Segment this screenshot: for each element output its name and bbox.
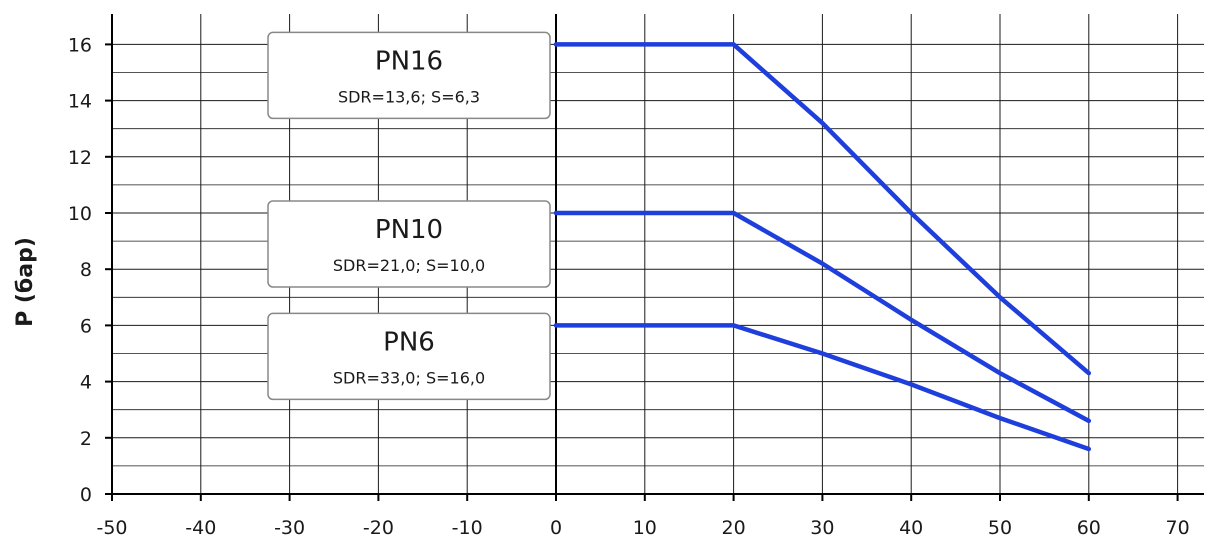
x-tick-label: -50 [96, 517, 127, 539]
y-tick-label: 4 [80, 372, 92, 394]
x-tick-label: -30 [274, 517, 305, 539]
y-tick-label: 2 [80, 428, 92, 450]
y-axis-label: P (бар) [13, 237, 38, 327]
series-box-subtitle: SDR=21,0; S=10,0 [333, 256, 485, 275]
series-box-pn16: PN16 SDR=13,6; S=6,3 [267, 31, 551, 120]
series-box-subtitle: SDR=33,0; S=16,0 [333, 368, 485, 387]
y-tick-label: 8 [80, 259, 92, 281]
x-tick-label: 0 [550, 517, 562, 539]
series-group [553, 42, 1092, 452]
x-tick-label: -40 [185, 517, 216, 539]
y-tick-label: 0 [80, 484, 92, 506]
y-tick-label: 16 [68, 34, 92, 56]
x-tick-label: -10 [452, 517, 483, 539]
x-tick-label: -20 [363, 517, 394, 539]
x-tick-label: 20 [722, 517, 746, 539]
x-tick-label: 60 [1077, 517, 1101, 539]
y-tick-label: 12 [68, 147, 92, 169]
axes [105, 14, 1204, 501]
series-line-pn6 [553, 323, 1092, 452]
x-tick-label: 30 [810, 517, 834, 539]
series-box-pn10: PN10 SDR=21,0; S=10,0 [267, 200, 551, 288]
x-tick-label: 70 [1166, 517, 1190, 539]
x-tick-label: 10 [633, 517, 657, 539]
x-tick-label: 50 [988, 517, 1012, 539]
y-tick-label: 14 [68, 91, 92, 113]
tick-labels: -50 -40 -30 -20 -10 0 10 20 30 40 50 60 70 0 2 4 6 8 10 12 1… [68, 34, 1190, 539]
series-box-title: PN10 [375, 215, 443, 245]
series-box-title: PN6 [383, 327, 435, 357]
series-line-pn10 [553, 210, 1092, 424]
x-tick-label: 40 [899, 517, 923, 539]
y-tick-label: 6 [80, 315, 92, 337]
series-box-frame [267, 200, 551, 288]
y-tick-label: 10 [68, 203, 92, 225]
series-box-frame [267, 312, 551, 401]
series-box-title: PN16 [375, 46, 443, 76]
series-line-pn16 [553, 42, 1092, 376]
series-box-frame [267, 31, 551, 120]
series-box-pn6: PN6 SDR=33,0; S=16,0 [267, 312, 551, 401]
series-box-subtitle: SDR=13,6; S=6,3 [338, 87, 480, 106]
